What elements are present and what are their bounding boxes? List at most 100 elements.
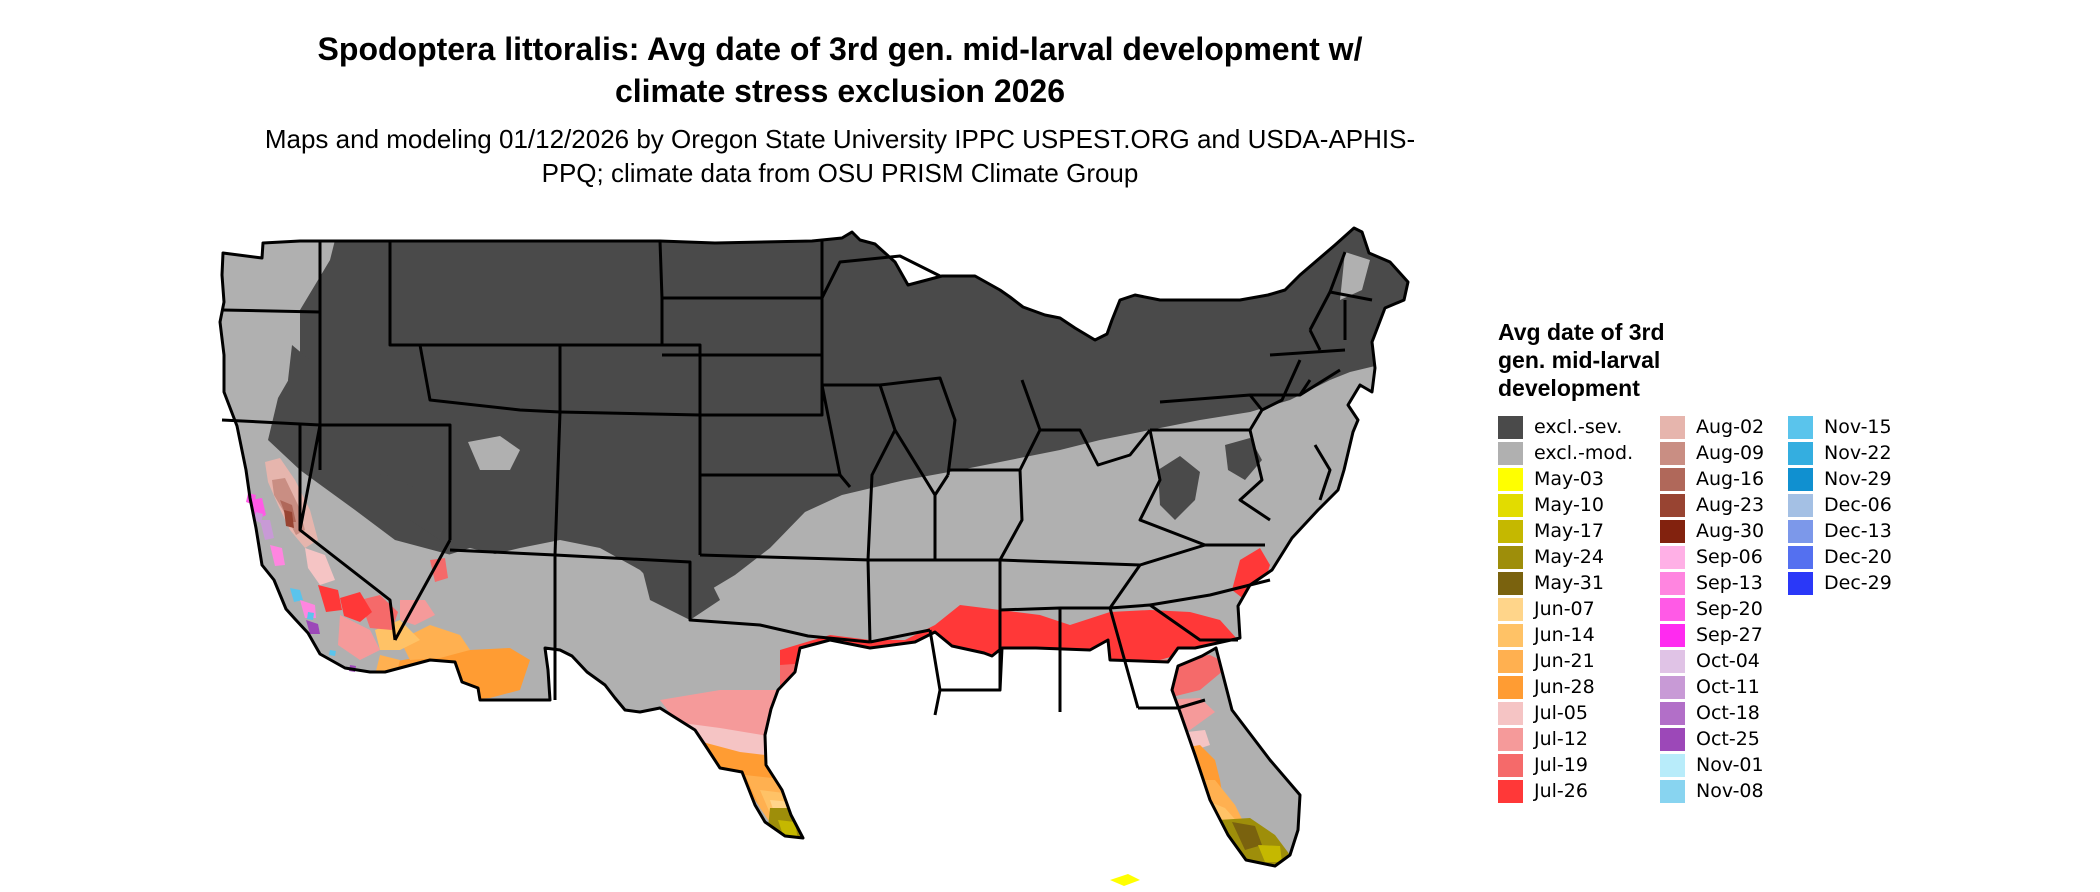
legend-label: Aug-23 <box>1696 494 1765 516</box>
legend-title: Avg date of 3rd gen. mid-larval developm… <box>1498 319 1665 401</box>
legend-label: Sep-06 <box>1696 546 1763 568</box>
legend-label: Nov-08 <box>1696 780 1764 802</box>
legend-swatch <box>1498 676 1523 699</box>
legend-swatch <box>1788 468 1813 491</box>
legend-item: Dec-29 <box>1788 570 1968 596</box>
legend-item: Oct-25 <box>1660 726 1840 752</box>
legend-swatch <box>1498 572 1523 595</box>
legend-swatch <box>1788 442 1813 465</box>
legend-swatch <box>1498 546 1523 569</box>
legend-item: Jul-19 <box>1498 752 1678 778</box>
legend-item: Aug-23 <box>1660 492 1840 518</box>
legend-swatch <box>1788 546 1813 569</box>
legend-swatch <box>1660 442 1685 465</box>
legend-label: Nov-15 <box>1824 416 1892 438</box>
legend-label: May-31 <box>1534 572 1604 594</box>
legend-label: Jul-26 <box>1534 780 1588 802</box>
legend-label: Jul-19 <box>1534 754 1588 776</box>
legend-item: Nov-08 <box>1660 778 1840 804</box>
legend-swatch <box>1660 676 1685 699</box>
legend-label: Sep-13 <box>1696 572 1763 594</box>
legend-swatch <box>1498 624 1523 647</box>
legend-swatch <box>1660 624 1685 647</box>
legend-label: Oct-11 <box>1696 676 1760 698</box>
legend-swatch <box>1660 598 1685 621</box>
legend-item: Sep-06 <box>1660 544 1840 570</box>
legend-label: Oct-25 <box>1696 728 1760 750</box>
legend-swatch <box>1498 702 1523 725</box>
legend-label: May-10 <box>1534 494 1604 516</box>
legend-label: Jun-21 <box>1534 650 1595 672</box>
legend-item: Nov-29 <box>1788 466 1968 492</box>
legend-swatch <box>1498 494 1523 517</box>
legend-label: Dec-06 <box>1824 494 1892 516</box>
legend-swatch <box>1498 468 1523 491</box>
legend-item: May-31 <box>1498 570 1678 596</box>
legend-label: Nov-29 <box>1824 468 1892 490</box>
legend-item: Aug-16 <box>1660 466 1840 492</box>
legend-swatch <box>1660 780 1685 803</box>
legend-item: Aug-09 <box>1660 440 1840 466</box>
legend-item: Jun-21 <box>1498 648 1678 674</box>
legend-label: excl.-sev. <box>1534 416 1623 438</box>
legend-swatch <box>1498 598 1523 621</box>
legend-item: Sep-13 <box>1660 570 1840 596</box>
legend-swatch <box>1498 728 1523 751</box>
legend-item: Dec-06 <box>1788 492 1968 518</box>
legend-label: Aug-16 <box>1696 468 1765 490</box>
legend-label: Oct-04 <box>1696 650 1760 672</box>
legend-item: excl.-sev. <box>1498 414 1678 440</box>
legend-label: May-17 <box>1534 520 1604 542</box>
legend-label: May-03 <box>1534 468 1604 490</box>
legend-swatch <box>1660 650 1685 673</box>
legend-swatch <box>1498 442 1523 465</box>
legend-item: Sep-27 <box>1660 622 1840 648</box>
legend-label: Nov-01 <box>1696 754 1764 776</box>
legend-swatch <box>1498 416 1523 439</box>
legend-item: Sep-20 <box>1660 596 1840 622</box>
legend-item: May-03 <box>1498 466 1678 492</box>
legend-label: Aug-30 <box>1696 520 1765 542</box>
legend-label: Jun-28 <box>1534 676 1595 698</box>
legend-label: Jul-05 <box>1534 702 1588 724</box>
legend-swatch <box>1788 520 1813 543</box>
legend-label: Aug-09 <box>1696 442 1765 464</box>
legend-swatch <box>1788 416 1813 439</box>
legend-swatch <box>1498 780 1523 803</box>
legend-item: Nov-15 <box>1788 414 1968 440</box>
map-subtitle: Maps and modeling 01/12/2026 by Oregon S… <box>264 124 1416 188</box>
legend-item: Jul-26 <box>1498 778 1678 804</box>
map-title: Spodoptera littoralis: Avg date of 3rd g… <box>317 31 1363 109</box>
legend-swatch <box>1660 754 1685 777</box>
legend-item: Nov-01 <box>1660 752 1840 778</box>
legend-item: Jun-07 <box>1498 596 1678 622</box>
legend-item: Jul-05 <box>1498 700 1678 726</box>
legend-label: Sep-20 <box>1696 598 1763 620</box>
legend-swatch <box>1660 728 1685 751</box>
legend-swatch <box>1660 572 1685 595</box>
legend-item: Dec-20 <box>1788 544 1968 570</box>
legend-item: Jul-12 <box>1498 726 1678 752</box>
legend-label: Oct-18 <box>1696 702 1760 724</box>
legend-label: excl.-mod. <box>1534 442 1634 464</box>
legend-item: Oct-18 <box>1660 700 1840 726</box>
legend-swatch <box>1788 494 1813 517</box>
legend-label: Aug-02 <box>1696 416 1765 438</box>
legend-swatch <box>1498 754 1523 777</box>
legend-swatch <box>1660 520 1685 543</box>
legend-swatch <box>1660 702 1685 725</box>
legend-swatch <box>1498 650 1523 673</box>
legend-item: May-17 <box>1498 518 1678 544</box>
legend-column-3: Nov-15 Nov-22 Nov-29 Dec-06 Dec-13 Dec-20 Dec-… <box>1788 414 1968 596</box>
legend-label: Jul-12 <box>1534 728 1588 750</box>
legend-item: Jun-28 <box>1498 674 1678 700</box>
legend-swatch <box>1660 494 1685 517</box>
legend-swatch <box>1788 572 1813 595</box>
legend-swatch <box>1660 416 1685 439</box>
legend-item: Oct-04 <box>1660 648 1840 674</box>
legend-label: Jun-07 <box>1534 598 1595 620</box>
legend-item: Aug-30 <box>1660 518 1840 544</box>
legend-label: Jun-14 <box>1534 624 1595 646</box>
us-map <box>218 226 1410 886</box>
legend-item: May-10 <box>1498 492 1678 518</box>
